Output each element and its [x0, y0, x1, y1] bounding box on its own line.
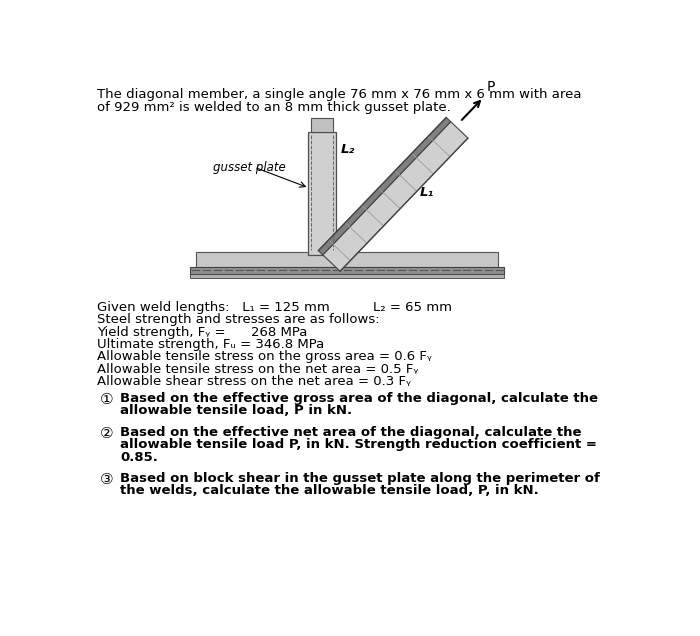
Bar: [190, 267, 505, 274]
Text: L₂ = 65 mm: L₂ = 65 mm: [372, 301, 452, 314]
Text: Yield strength, Fᵧ =      268 MPa: Yield strength, Fᵧ = 268 MPa: [97, 326, 307, 339]
Text: Ultimate strength, Fᵤ = 346.8 MPa: Ultimate strength, Fᵤ = 346.8 MPa: [97, 338, 324, 351]
Text: Allowable shear stress on the net area = 0.3 Fᵧ: Allowable shear stress on the net area =…: [97, 375, 411, 388]
Text: Based on the effective net area of the diagonal, calculate the: Based on the effective net area of the d…: [120, 426, 582, 439]
Polygon shape: [323, 121, 468, 272]
Text: Allowable tensile stress on the gross area = 0.6 Fᵧ: Allowable tensile stress on the gross ar…: [97, 350, 432, 363]
Text: L₂: L₂: [341, 143, 355, 156]
Text: allowable tensile load P, in kN. Strength reduction coefficient =: allowable tensile load P, in kN. Strengt…: [120, 438, 597, 451]
Text: Allowable tensile stress on the net area = 0.5 Fᵧ: Allowable tensile stress on the net area…: [97, 363, 418, 376]
Text: Given weld lengths:   L₁ = 125 mm: Given weld lengths: L₁ = 125 mm: [97, 301, 330, 314]
Text: ①: ①: [100, 392, 113, 407]
Text: allowable tensile load, P in kN.: allowable tensile load, P in kN.: [120, 404, 352, 417]
Text: the welds, calculate the allowable tensile load, P, in kN.: the welds, calculate the allowable tensi…: [120, 485, 539, 497]
Text: 0.85.: 0.85.: [120, 450, 158, 464]
Text: ③: ③: [100, 472, 113, 487]
Text: P: P: [486, 80, 495, 94]
Bar: [309, 132, 336, 255]
Bar: [196, 252, 498, 267]
Text: Based on block shear in the gusset plate along the perimeter of: Based on block shear in the gusset plate…: [120, 472, 600, 485]
Text: gusset plate: gusset plate: [213, 161, 286, 174]
Text: L₁: L₁: [420, 186, 434, 200]
Text: ②: ②: [100, 426, 113, 441]
Text: Steel strength and stresses are as follows:: Steel strength and stresses are as follo…: [97, 314, 379, 326]
Bar: [312, 118, 333, 132]
Polygon shape: [318, 118, 451, 255]
Bar: [190, 274, 505, 278]
Text: of 929 mm² is welded to an 8 mm thick gusset plate.: of 929 mm² is welded to an 8 mm thick gu…: [97, 101, 451, 114]
Text: The diagonal member, a single angle 76 mm x 76 mm x 6 mm with area: The diagonal member, a single angle 76 m…: [97, 88, 581, 101]
Text: Based on the effective gross area of the diagonal, calculate the: Based on the effective gross area of the…: [120, 392, 598, 405]
